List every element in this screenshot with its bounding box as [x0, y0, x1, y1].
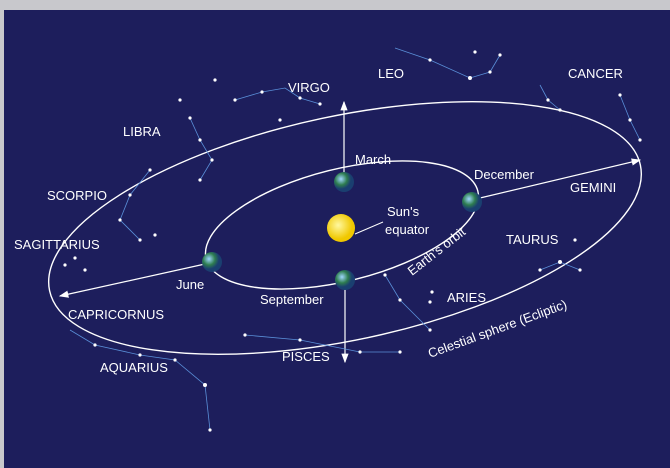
constellation-label: LEO [378, 66, 404, 81]
constellation-label: CANCER [568, 66, 623, 81]
constellation-label: SAGITTARIUS [14, 237, 100, 252]
constellation-label: TAURUS [506, 232, 559, 247]
sun [327, 214, 355, 242]
constellation-label: AQUARIUS [100, 360, 168, 375]
diagram: VIRGO LEO CANCER LIBRA SCORPIO SAGITTARI… [0, 0, 670, 468]
month-label: March [355, 152, 391, 167]
earth-march [334, 172, 354, 192]
month-label: December [474, 167, 535, 182]
month-label: June [176, 277, 204, 292]
earth-june [202, 252, 222, 272]
constellation-label: GEMINI [570, 180, 616, 195]
sun-equator-label: equator [385, 222, 430, 237]
sun-equator-label: Sun's [387, 204, 420, 219]
constellation-label: SCORPIO [47, 188, 107, 203]
earth-december [462, 192, 482, 212]
constellation-label: CAPRICORNUS [68, 307, 164, 322]
constellation-label: ARIES [447, 290, 486, 305]
constellation-label: VIRGO [288, 80, 330, 95]
constellation-label: LIBRA [123, 124, 161, 139]
constellation-label: PISCES [282, 349, 330, 364]
month-label: September [260, 292, 324, 307]
earth-september [335, 270, 355, 290]
